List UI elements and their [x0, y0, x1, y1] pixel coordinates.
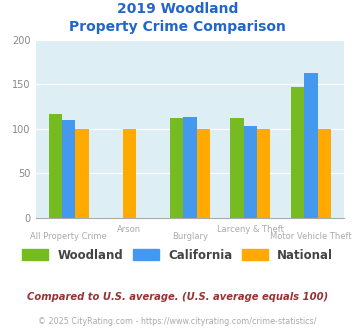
- Bar: [123, 129, 136, 218]
- Text: Compared to U.S. average. (U.S. average equals 100): Compared to U.S. average. (U.S. average …: [27, 292, 328, 302]
- Text: All Property Crime: All Property Crime: [31, 232, 107, 241]
- Bar: [230, 118, 244, 218]
- Text: © 2025 CityRating.com - https://www.cityrating.com/crime-statistics/: © 2025 CityRating.com - https://www.city…: [38, 317, 317, 326]
- Text: Burglary: Burglary: [172, 232, 208, 241]
- Bar: [257, 129, 271, 218]
- Text: Motor Vehicle Theft: Motor Vehicle Theft: [270, 232, 352, 241]
- Bar: [318, 129, 331, 218]
- Text: Larceny & Theft: Larceny & Theft: [217, 225, 284, 234]
- Bar: [49, 115, 62, 218]
- Bar: [62, 120, 76, 218]
- Bar: [304, 73, 318, 218]
- Text: Property Crime Comparison: Property Crime Comparison: [69, 20, 286, 34]
- Bar: [76, 129, 89, 218]
- Bar: [183, 117, 197, 218]
- Text: 2019 Woodland: 2019 Woodland: [117, 2, 238, 16]
- Bar: [197, 129, 210, 218]
- Legend: Woodland, California, National: Woodland, California, National: [17, 244, 338, 266]
- Text: Arson: Arson: [117, 225, 141, 234]
- Bar: [170, 118, 183, 218]
- Bar: [291, 87, 304, 218]
- Bar: [244, 126, 257, 218]
